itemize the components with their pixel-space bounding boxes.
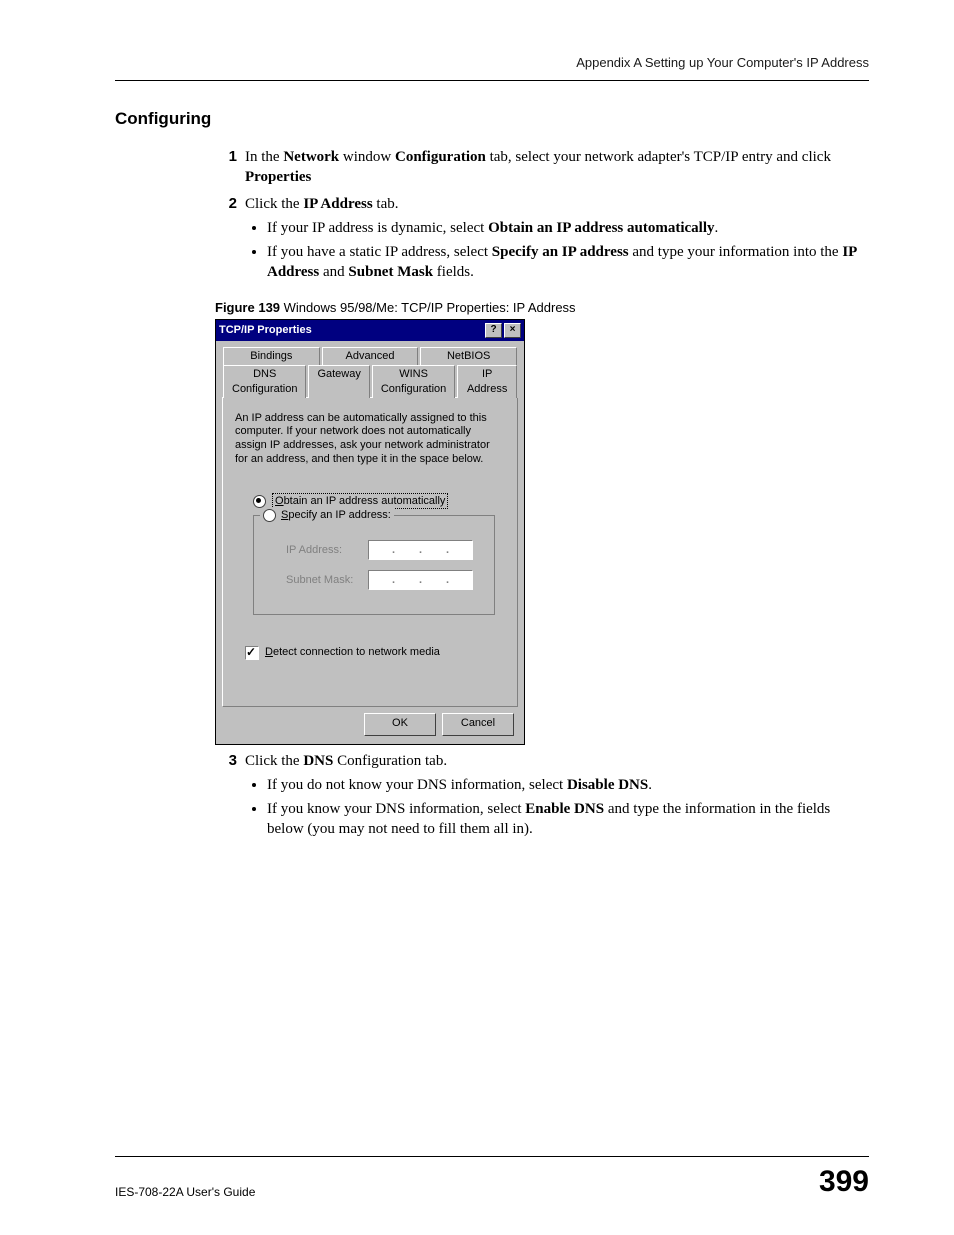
page-number: 399 bbox=[819, 1165, 869, 1199]
figure-label: Figure 139 bbox=[215, 300, 280, 315]
text: . bbox=[648, 777, 652, 793]
text: and bbox=[319, 264, 348, 280]
tcpip-properties-dialog: TCP/IP Properties ? × Bindings Advanced … bbox=[215, 319, 525, 745]
radio-dot-icon bbox=[253, 495, 266, 508]
tab-advanced[interactable]: Advanced bbox=[322, 347, 419, 365]
step-3-body: Click the DNS Configuration tab. If you … bbox=[245, 751, 869, 846]
underline: D bbox=[265, 646, 273, 658]
ip-address-input[interactable]: . . . bbox=[368, 540, 473, 560]
underline: O bbox=[275, 495, 284, 507]
figure-title: Windows 95/98/Me: TCP/IP Properties: IP … bbox=[280, 300, 576, 315]
text: window bbox=[339, 149, 395, 165]
header-rule bbox=[115, 80, 869, 81]
cancel-button[interactable]: Cancel bbox=[442, 713, 514, 736]
text: Configuration tab. bbox=[333, 753, 447, 769]
tab-gateway[interactable]: Gateway bbox=[308, 365, 369, 398]
subnet-mask-label: Subnet Mask: bbox=[286, 573, 356, 588]
bold-specify-ip: Specify an IP address bbox=[492, 244, 629, 260]
specify-ip-groupbox: Specify an IP address: IP Address: . . . bbox=[253, 515, 495, 615]
text: If you know your DNS information, select bbox=[267, 801, 525, 817]
running-header: Appendix A Setting up Your Computer's IP… bbox=[115, 55, 869, 70]
text: tab. bbox=[373, 196, 399, 212]
tab-dns-configuration[interactable]: DNS Configuration bbox=[223, 365, 306, 398]
text: If you have a static IP address, select bbox=[267, 244, 492, 260]
radio-label-obtain: Obtain an IP address automatically bbox=[272, 493, 448, 510]
step3-sub1: If you do not know your DNS information,… bbox=[267, 775, 869, 795]
text: fields. bbox=[433, 264, 474, 280]
step2-sub1: If your IP address is dynamic, select Ob… bbox=[267, 218, 869, 238]
text: pecify an IP address: bbox=[288, 509, 391, 521]
text: Click the bbox=[245, 196, 303, 212]
text: If you do not know your DNS information,… bbox=[267, 777, 567, 793]
step3-sub2: If you know your DNS information, select… bbox=[267, 799, 869, 840]
text: tab, select your network adapter's TCP/I… bbox=[486, 149, 831, 165]
close-button[interactable]: × bbox=[504, 323, 521, 338]
tab-panel-ip-address: An IP address can be automatically assig… bbox=[222, 397, 518, 707]
tab-ip-address[interactable]: IP Address bbox=[457, 365, 517, 398]
radio-label-specify[interactable]: Specify an IP address: bbox=[281, 508, 391, 523]
step-number-2: 2 bbox=[215, 194, 237, 289]
tab-bindings[interactable]: Bindings bbox=[223, 347, 320, 365]
footer-rule bbox=[115, 1156, 869, 1157]
help-button[interactable]: ? bbox=[485, 323, 502, 338]
bold-enable-dns: Enable DNS bbox=[525, 801, 604, 817]
dialog-title: TCP/IP Properties bbox=[219, 323, 312, 338]
step-1-body: In the Network window Configuration tab,… bbox=[245, 147, 869, 188]
text: and type your information into the bbox=[629, 244, 843, 260]
bold-subnet-mask: Subnet Mask bbox=[348, 264, 433, 280]
dialog-titlebar[interactable]: TCP/IP Properties ? × bbox=[216, 320, 524, 341]
text: . bbox=[714, 220, 718, 236]
bold-disable-dns: Disable DNS bbox=[567, 777, 648, 793]
tab-netbios[interactable]: NetBIOS bbox=[420, 347, 517, 365]
checkbox-icon bbox=[245, 646, 259, 660]
text: Click the bbox=[245, 753, 303, 769]
dialog-description: An IP address can be automatically assig… bbox=[235, 412, 505, 467]
ok-button[interactable]: OK bbox=[364, 713, 436, 736]
bold-configuration: Configuration bbox=[395, 149, 486, 165]
radio-dot-icon[interactable] bbox=[263, 509, 276, 522]
step-number-3: 3 bbox=[215, 751, 237, 846]
bold-obtain-auto: Obtain an IP address automatically bbox=[488, 220, 714, 236]
ip-address-label: IP Address: bbox=[286, 543, 356, 558]
bold-ip-address: IP Address bbox=[303, 196, 372, 212]
text: etect connection to network media bbox=[273, 646, 440, 658]
text: If your IP address is dynamic, select bbox=[267, 220, 488, 236]
text: btain an IP address automatically bbox=[284, 495, 446, 507]
figure-caption: Figure 139 Windows 95/98/Me: TCP/IP Prop… bbox=[215, 299, 869, 317]
checkbox-label: Detect connection to network media bbox=[265, 645, 440, 660]
step2-sub2: If you have a static IP address, select … bbox=[267, 242, 869, 283]
radio-obtain-automatically[interactable]: Obtain an IP address automatically bbox=[253, 493, 505, 510]
tab-wins-configuration[interactable]: WINS Configuration bbox=[372, 365, 455, 398]
step-2-body: Click the IP Address tab. If your IP add… bbox=[245, 194, 869, 289]
subnet-mask-input[interactable]: . . . bbox=[368, 570, 473, 590]
bold-dns: DNS bbox=[303, 753, 333, 769]
text: In the bbox=[245, 149, 283, 165]
footer-guide-name: IES-708-22A User's Guide bbox=[115, 1185, 255, 1199]
section-title: Configuring bbox=[115, 109, 869, 129]
bold-properties: Properties bbox=[245, 169, 311, 185]
bold-network: Network bbox=[283, 149, 339, 165]
detect-connection-checkbox[interactable]: Detect connection to network media bbox=[245, 645, 505, 660]
step-number-1: 1 bbox=[215, 147, 237, 188]
